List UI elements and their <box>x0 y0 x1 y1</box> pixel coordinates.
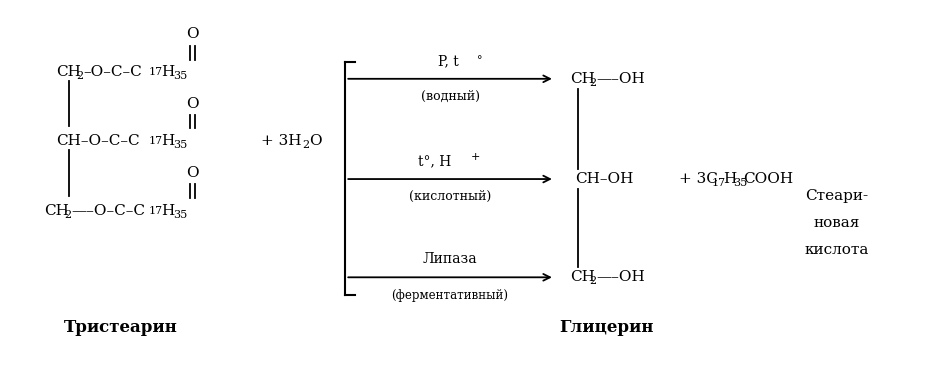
Text: 35: 35 <box>173 140 187 150</box>
Text: Стеари-: Стеари- <box>806 189 869 203</box>
Text: (водный): (водный) <box>420 90 479 103</box>
Text: H: H <box>723 172 737 186</box>
Text: —–OH: —–OH <box>597 72 646 86</box>
Text: 35: 35 <box>173 210 187 220</box>
Text: O: O <box>186 96 199 111</box>
Text: °: ° <box>478 56 483 66</box>
Text: 2: 2 <box>303 140 309 150</box>
Text: H: H <box>161 65 174 79</box>
Text: CH–OH: CH–OH <box>574 172 633 186</box>
Text: 35: 35 <box>173 71 187 81</box>
Text: 17: 17 <box>712 178 726 188</box>
Text: CH: CH <box>44 204 70 218</box>
Text: H: H <box>161 134 174 148</box>
Text: Тристеарин: Тристеарин <box>64 319 178 336</box>
Text: t°, H: t°, H <box>418 154 452 168</box>
Text: O: O <box>186 27 199 41</box>
Text: +: + <box>470 152 479 162</box>
Text: 17: 17 <box>149 136 163 146</box>
Text: —–OH: —–OH <box>597 270 646 284</box>
Text: кислота: кислота <box>805 243 870 256</box>
Text: + 3C: + 3C <box>680 172 718 186</box>
Text: CH–O–C–C: CH–O–C–C <box>56 134 140 148</box>
Text: COOH: COOH <box>744 172 793 186</box>
Text: 35: 35 <box>733 178 747 188</box>
Text: Глицерин: Глицерин <box>559 319 654 336</box>
Text: 2: 2 <box>589 276 597 286</box>
Text: Липаза: Липаза <box>423 252 478 266</box>
Text: 2: 2 <box>76 71 84 81</box>
Text: (ферментативный): (ферментативный) <box>392 289 509 302</box>
Text: 17: 17 <box>149 67 163 77</box>
Text: + 3H: + 3H <box>260 134 301 148</box>
Text: O: O <box>309 134 322 148</box>
Text: H: H <box>161 204 174 218</box>
Text: CH: CH <box>570 72 595 86</box>
Text: 17: 17 <box>149 206 163 216</box>
Text: P, t: P, t <box>438 54 459 68</box>
Text: O: O <box>186 166 199 180</box>
Text: 2: 2 <box>64 210 71 220</box>
Text: CH: CH <box>570 270 595 284</box>
Text: (кислотный): (кислотный) <box>409 190 492 203</box>
Text: CH: CH <box>56 65 81 79</box>
Text: –O–C–C: –O–C–C <box>83 65 142 79</box>
Text: 2: 2 <box>589 78 597 88</box>
Text: новая: новая <box>814 216 860 230</box>
Text: —–O–C–C: —–O–C–C <box>71 204 145 218</box>
